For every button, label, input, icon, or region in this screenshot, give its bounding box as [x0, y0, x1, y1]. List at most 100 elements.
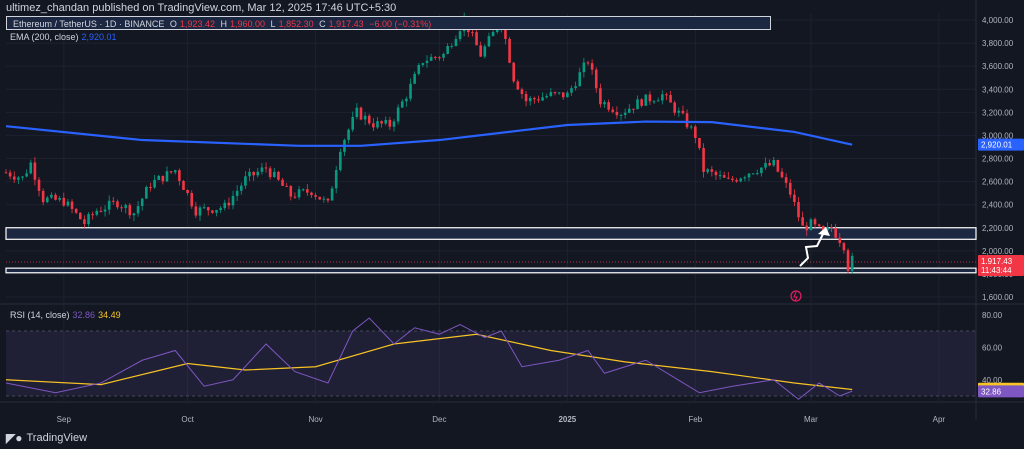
rsi-tick-label: 60.00 [982, 343, 1003, 352]
candle-body [83, 219, 86, 225]
candle-body [173, 170, 177, 173]
candle-body [396, 107, 400, 122]
tradingview-brand[interactable]: ◤● TradingView [6, 431, 87, 445]
candle-body [619, 114, 623, 116]
x-tick-label: Dec [432, 415, 446, 424]
y-tick-label: 2,800.00 [982, 155, 1014, 164]
candle-body [685, 113, 689, 128]
rsi-legend[interactable]: RSI (14, close) 32.86 34.49 [10, 310, 124, 320]
candle-body [458, 31, 462, 40]
alert-icon[interactable] [790, 290, 802, 302]
candle-body [627, 108, 631, 113]
candle-body [157, 175, 161, 180]
candle-body [62, 197, 66, 206]
candle-body [599, 88, 602, 105]
candle-body [520, 89, 524, 95]
candle-body [149, 186, 152, 188]
candle-body [215, 209, 218, 213]
candle-body [347, 129, 350, 140]
change-value: −6.00 (−0.31%) [369, 19, 432, 29]
candle-body [306, 189, 309, 193]
y-tick-label: 3,200.00 [982, 108, 1014, 117]
candle-body [541, 97, 544, 101]
candle-body [409, 83, 412, 99]
candle-body [429, 56, 433, 61]
candle-body [87, 214, 90, 225]
candle-body [561, 92, 565, 98]
candle-body [421, 63, 425, 66]
candle-body [751, 173, 755, 175]
candle-body [817, 224, 821, 227]
candle-body [772, 160, 776, 166]
candle-body [776, 160, 780, 172]
candle-body [145, 186, 148, 199]
candle-body [846, 250, 850, 271]
candle-body [710, 169, 714, 172]
candle-body [603, 102, 606, 105]
candle-body [528, 98, 532, 102]
candle-body [351, 116, 355, 130]
candle-body [95, 210, 99, 215]
candle-body [524, 94, 528, 102]
candle-body [227, 202, 231, 206]
tradingview-logo-icon: ◤● [6, 431, 23, 445]
candle-body [805, 225, 809, 231]
candle-body [566, 92, 569, 98]
candle-body [425, 60, 429, 64]
x-tick-label: 2025 [558, 415, 576, 424]
candle-body [392, 121, 396, 127]
candle-body [50, 194, 53, 198]
candle-body [297, 189, 301, 198]
candle-body [244, 176, 247, 186]
rsi-tick-label: 40.00 [982, 376, 1003, 385]
candle-body [677, 110, 681, 113]
candle-body [582, 62, 586, 73]
y-tick-label: 3,600.00 [982, 62, 1014, 71]
candle-body [784, 177, 788, 183]
candle-body [727, 177, 730, 179]
candle-body [355, 107, 359, 117]
candle-body [235, 190, 239, 196]
brand-name: TradingView [26, 432, 88, 444]
symbol-legend: Ethereum / TetherUS · 1D · BINANCE O 1,92… [6, 16, 771, 30]
candle-body [454, 39, 458, 46]
candle-body [136, 205, 140, 214]
y-tick-label: 2,200.00 [982, 224, 1014, 233]
y-tick-label: 3,400.00 [982, 85, 1014, 94]
candle-body [219, 208, 222, 210]
candle-body [623, 112, 627, 115]
candle-body [239, 185, 243, 191]
candle-body [495, 29, 499, 32]
symbol-name[interactable]: Ethereum / TetherUS · 1D · BINANCE [13, 19, 165, 29]
candle-body [153, 179, 156, 188]
candle-body [636, 99, 639, 110]
y-tick-label: 3,800.00 [982, 39, 1014, 48]
x-tick-label: Apr [933, 415, 946, 424]
candle-body [190, 192, 194, 207]
x-tick-label: Feb [688, 415, 702, 424]
candle-body [359, 107, 363, 120]
candle-body [702, 148, 705, 172]
y-tick-label: 2,400.00 [982, 201, 1014, 210]
y-tick-label: 1,600.00 [982, 293, 1014, 302]
low-label: L [270, 19, 276, 29]
candle-body [830, 227, 833, 229]
candle-body [681, 110, 685, 114]
x-tick-label: Nov [308, 415, 322, 424]
candle-body [405, 98, 408, 102]
candle-body [813, 219, 817, 225]
candle-body [842, 243, 846, 251]
candle-body [248, 171, 251, 177]
candle-body [330, 188, 334, 201]
candle-body [698, 138, 701, 149]
candle-body [611, 109, 615, 112]
candle-body [281, 179, 284, 186]
ema-price-badge-bg [978, 138, 1024, 151]
candle-body [669, 94, 672, 103]
candle-body [438, 57, 441, 59]
candle-body [21, 176, 24, 178]
candle-body [372, 123, 375, 128]
candle-body [161, 175, 165, 182]
ema-legend[interactable]: EMA (200, close) 2,920.01 [10, 32, 120, 42]
